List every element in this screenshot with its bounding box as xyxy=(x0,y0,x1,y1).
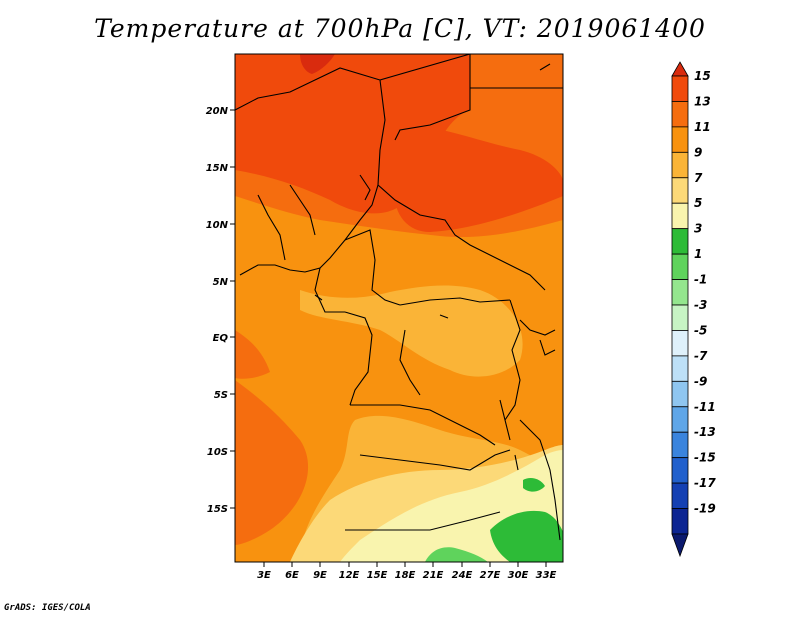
lon-label-9e: 9E xyxy=(313,570,327,581)
colorbar-segment xyxy=(671,355,689,382)
colorbar-label: -7 xyxy=(694,349,708,363)
colorbar-label: 13 xyxy=(694,94,711,108)
field-7-9-central xyxy=(300,285,523,377)
colorbar-label: 5 xyxy=(694,196,702,210)
lon-label-15e: 15E xyxy=(367,570,388,581)
colorbar-segment xyxy=(671,304,689,331)
colorbar-segment xyxy=(671,457,689,484)
lon-label-24e: 24E xyxy=(452,570,473,581)
colorbar-label: 15 xyxy=(694,69,711,83)
colorbar-segment xyxy=(671,279,689,306)
colorbar-top-arrow xyxy=(671,61,689,77)
field-15-plus xyxy=(300,54,335,74)
colorbar-label: -13 xyxy=(694,425,716,439)
colorbar-segment xyxy=(671,177,689,204)
colorbar-label: -9 xyxy=(694,374,707,388)
country-borders xyxy=(235,54,563,541)
colorbar-label: 7 xyxy=(694,171,703,185)
map-title: Temperature at 700hPa [C], VT: 201906140… xyxy=(94,14,706,43)
lon-label-33e: 33E xyxy=(536,570,557,581)
colorbar-label: 11 xyxy=(694,120,711,134)
colorbar-segment xyxy=(671,431,689,459)
colorbar: 15 13 11 9 7 5 3 1 -1 -3 -5 -7 -9 -11 -13 -15 -17 -19 xyxy=(671,61,716,558)
lon-label-30e: 30E xyxy=(508,570,529,581)
lat-label-20n: 20N xyxy=(206,106,229,117)
colorbar-segment xyxy=(671,508,689,535)
field-13-15-east xyxy=(394,127,563,232)
colorbar-label: -19 xyxy=(694,502,716,516)
lon-label-27e: 27E xyxy=(480,570,501,581)
colorbar-segment xyxy=(671,101,689,128)
lon-label-6e: 6E xyxy=(285,570,299,581)
lon-label-18e: 18E xyxy=(395,570,416,581)
lat-label-5s: 5S xyxy=(214,390,228,401)
longitude-axis: 3E 6E 9E 12E 15E 18E 21E 24E 27E 30E 33E xyxy=(257,562,557,581)
colorbar-segment xyxy=(671,126,689,153)
colorbar-segment xyxy=(671,228,689,255)
temperature-field xyxy=(235,54,563,562)
colorbar-segment xyxy=(671,406,689,433)
lon-label-21e: 21E xyxy=(423,570,444,581)
lat-label-15s: 15S xyxy=(207,504,228,515)
lat-label-15n: 15N xyxy=(206,163,229,174)
colorbar-segment xyxy=(671,202,689,230)
lat-label-10s: 10S xyxy=(207,447,228,458)
field-11-13-sw xyxy=(235,380,309,545)
colorbar-label: -1 xyxy=(694,273,707,287)
colorbar-segment xyxy=(671,482,689,509)
colorbar-label: 3 xyxy=(694,222,702,236)
colorbar-label: -3 xyxy=(694,298,707,312)
colorbar-segment xyxy=(671,253,689,280)
colorbar-bottom-arrow xyxy=(671,533,689,558)
colorbar-segment xyxy=(671,330,689,357)
colorbar-label: -17 xyxy=(694,476,716,490)
lon-label-12e: 12E xyxy=(339,570,360,581)
lat-label-5n: 5N xyxy=(213,277,229,288)
lat-label-eq: EQ xyxy=(213,333,229,344)
field-11-13-w xyxy=(235,330,270,379)
colorbar-label: 1 xyxy=(694,247,702,261)
colorbar-label: -11 xyxy=(694,400,716,414)
lat-label-10n: 10N xyxy=(206,220,229,231)
colorbar-segment xyxy=(671,151,689,179)
colorbar-label: -15 xyxy=(694,451,716,465)
colorbar-label: 9 xyxy=(694,145,702,159)
colorbar-segment xyxy=(671,380,689,408)
colorbar-segment xyxy=(671,75,689,102)
map-frame xyxy=(234,53,564,563)
colorbar-label: -5 xyxy=(694,323,707,337)
latitude-axis: 20N 15N 10N 5N EQ 5S 10S 15S xyxy=(206,106,235,515)
field-1-3-b xyxy=(490,510,563,562)
lon-label-3e: 3E xyxy=(257,570,271,581)
credit-label: GrADS: IGES/COLA xyxy=(4,603,91,613)
field-1-3-c xyxy=(523,478,545,492)
field-1-3-a xyxy=(425,547,488,562)
